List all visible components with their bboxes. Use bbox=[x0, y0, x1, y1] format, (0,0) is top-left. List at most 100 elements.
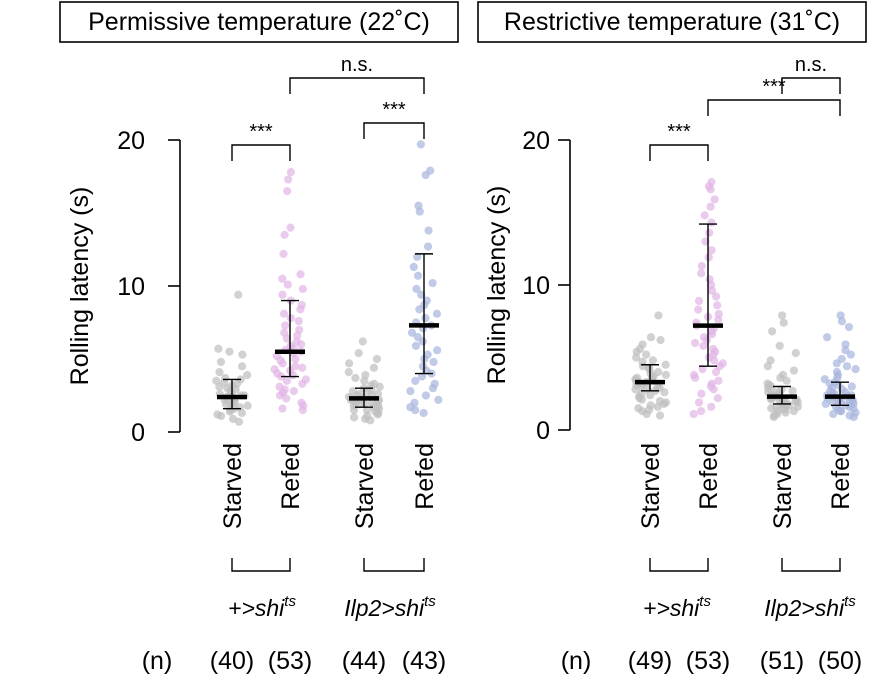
data-point bbox=[421, 314, 430, 323]
data-point bbox=[706, 185, 715, 194]
genotype-bracket bbox=[781, 558, 841, 572]
data-point bbox=[366, 416, 375, 425]
data-point bbox=[767, 404, 776, 413]
data-point bbox=[216, 411, 226, 421]
data-point bbox=[822, 333, 832, 342]
data-point bbox=[282, 394, 291, 403]
y-tick-label: 10 bbox=[117, 273, 145, 301]
y-axis-label: Rolling latency (s) bbox=[66, 187, 94, 386]
series-points bbox=[344, 337, 384, 425]
category-label: Starved bbox=[637, 443, 665, 529]
data-point bbox=[710, 356, 719, 365]
data-point bbox=[298, 406, 307, 415]
data-point bbox=[237, 408, 247, 418]
category-label: Refed bbox=[411, 443, 439, 510]
data-point bbox=[369, 363, 379, 372]
genotype-superscript: ts bbox=[424, 593, 436, 610]
data-point bbox=[234, 290, 243, 299]
data-point bbox=[842, 362, 852, 371]
data-point bbox=[243, 370, 252, 380]
summary-marker bbox=[825, 381, 855, 407]
data-point bbox=[411, 406, 420, 415]
data-point bbox=[706, 202, 715, 211]
data-point bbox=[291, 354, 300, 364]
n-count-label: (44) bbox=[342, 647, 386, 675]
n-count-label: (43) bbox=[402, 647, 446, 675]
series-points bbox=[270, 168, 310, 415]
data-point bbox=[763, 362, 772, 371]
data-point bbox=[298, 379, 307, 388]
genotype-prefix: Ilp2> bbox=[344, 595, 395, 621]
n-count-label: (51) bbox=[760, 647, 804, 675]
bracket-line bbox=[289, 77, 425, 94]
data-point bbox=[283, 187, 292, 196]
bracket-line bbox=[231, 144, 291, 161]
bracket-line bbox=[781, 77, 841, 94]
data-point bbox=[416, 140, 425, 149]
data-point bbox=[705, 228, 714, 237]
data-point bbox=[428, 278, 437, 288]
data-point bbox=[777, 311, 787, 320]
n-count-label: (49) bbox=[628, 647, 672, 675]
genotype-label: Ilp2>shits bbox=[764, 593, 856, 621]
data-point bbox=[289, 387, 298, 396]
data-point bbox=[418, 337, 427, 346]
data-point bbox=[283, 175, 293, 184]
data-point bbox=[279, 249, 288, 258]
data-point bbox=[769, 412, 778, 422]
category-label: Refed bbox=[277, 443, 305, 510]
significance-label: *** bbox=[667, 121, 691, 143]
data-point bbox=[406, 387, 415, 396]
data-point bbox=[296, 270, 305, 279]
data-point bbox=[788, 386, 797, 395]
data-point bbox=[279, 309, 289, 318]
genotype-prefix: Ilp2> bbox=[764, 595, 815, 621]
genotype-label: +>shits bbox=[228, 593, 296, 621]
significance-bracket: *** bbox=[363, 99, 425, 139]
data-point bbox=[294, 316, 303, 326]
data-point bbox=[358, 337, 367, 346]
data-point bbox=[713, 394, 722, 403]
data-point bbox=[417, 290, 426, 299]
data-point bbox=[351, 373, 360, 383]
data-point bbox=[296, 305, 305, 314]
data-point bbox=[714, 376, 723, 385]
data-point bbox=[789, 407, 798, 416]
data-point bbox=[694, 398, 704, 407]
data-point bbox=[700, 211, 709, 220]
summary-marker bbox=[409, 253, 439, 375]
data-point bbox=[714, 315, 723, 324]
data-point bbox=[711, 367, 721, 377]
significance-bracket: *** bbox=[707, 76, 841, 116]
data-point bbox=[829, 409, 838, 419]
data-point bbox=[637, 395, 647, 404]
n-count-label: (53) bbox=[268, 647, 312, 675]
data-point bbox=[659, 399, 669, 408]
chart-panel-2: Restrictive temperature (31˚C) 0 10 20 Rolli… bbox=[477, 1, 867, 675]
data-point bbox=[434, 395, 443, 404]
category-label: Refed bbox=[827, 443, 855, 510]
data-point bbox=[413, 271, 423, 280]
data-point bbox=[407, 328, 417, 337]
data-point bbox=[411, 341, 421, 350]
data-point bbox=[782, 376, 791, 385]
data-point bbox=[429, 357, 438, 367]
significance-label: *** bbox=[762, 76, 786, 98]
panel-title-box bbox=[477, 1, 867, 43]
data-point bbox=[851, 365, 860, 374]
data-point bbox=[421, 391, 431, 400]
genotype-bracket bbox=[363, 558, 425, 572]
panel-title-box bbox=[59, 1, 459, 43]
data-point bbox=[847, 382, 856, 391]
data-point bbox=[776, 373, 785, 382]
data-point bbox=[821, 399, 830, 408]
data-point bbox=[282, 334, 291, 343]
category-label: Refed bbox=[695, 443, 723, 510]
genotype-main: shi bbox=[395, 595, 425, 621]
genotype-label: +>shits bbox=[643, 593, 711, 621]
data-point bbox=[694, 296, 704, 306]
data-point bbox=[214, 344, 223, 353]
significance-bracket: n.s. bbox=[289, 54, 425, 94]
data-point bbox=[278, 274, 287, 283]
